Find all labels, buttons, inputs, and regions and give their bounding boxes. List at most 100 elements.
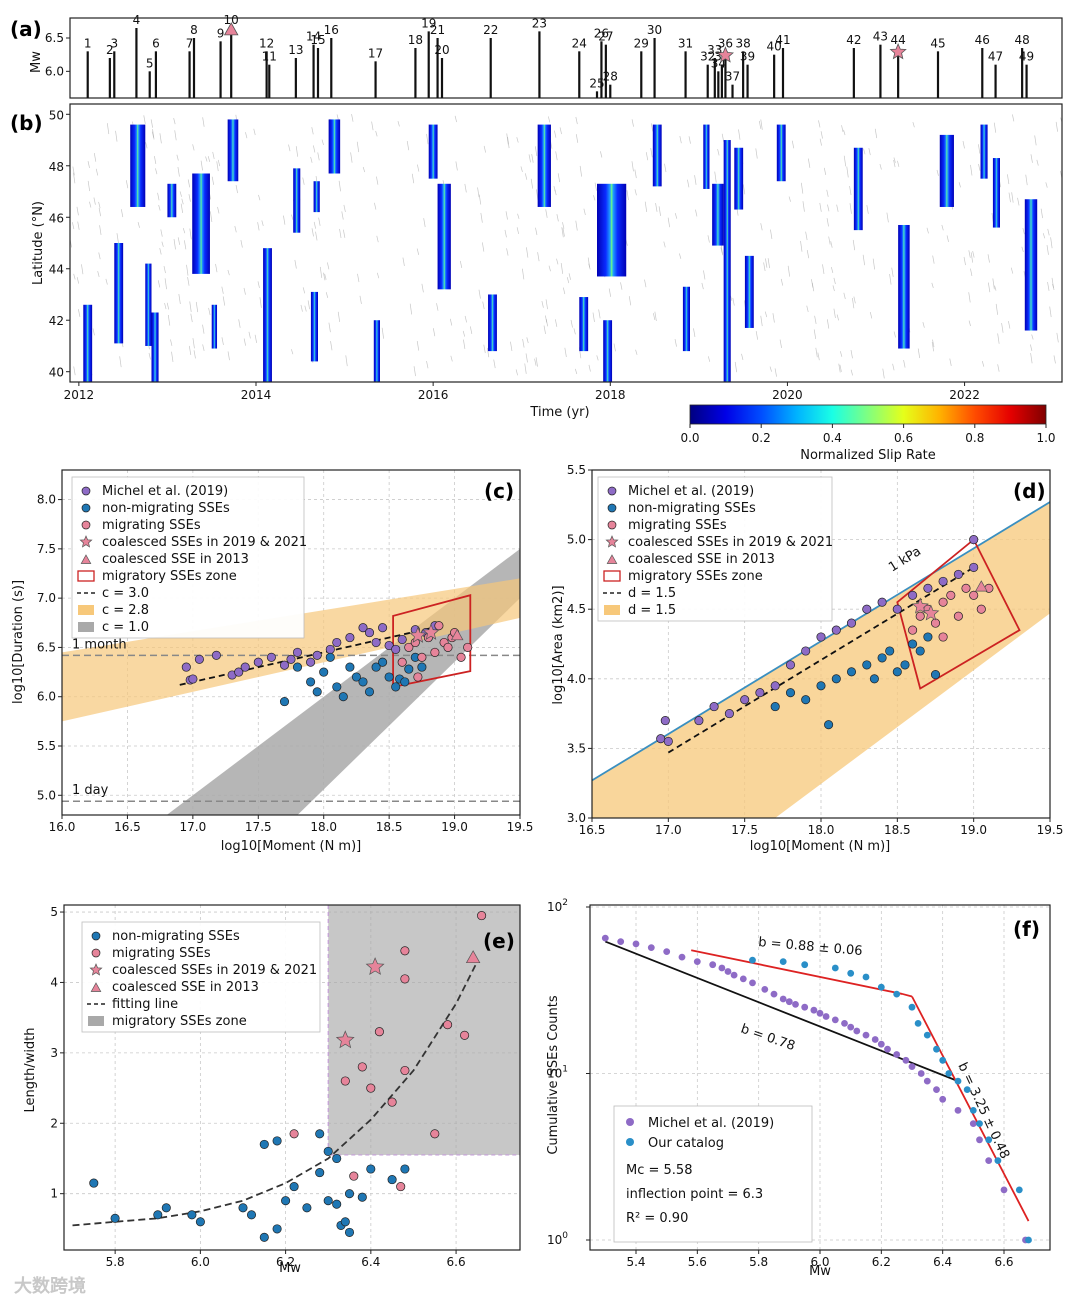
panel-d-nonmig-point xyxy=(831,674,841,684)
panel-f-michel-point xyxy=(841,1020,848,1027)
tremor-streak xyxy=(556,258,559,265)
panel-f-stat-mc: Mc = 5.58 xyxy=(626,1163,692,1178)
slip-patch-24 xyxy=(703,124,710,189)
slip-patch-30 xyxy=(853,147,863,231)
tremor-streak xyxy=(202,344,205,351)
panel-f-michel-point xyxy=(853,1027,861,1035)
tremor-streak xyxy=(811,282,815,292)
event-label-14: 14 xyxy=(306,30,321,44)
tremor-streak xyxy=(295,146,299,157)
panel-c-nonmig-point xyxy=(292,662,303,672)
tremor-streak xyxy=(760,223,763,231)
panel-f-michel-point xyxy=(908,1063,916,1070)
tremor-streak xyxy=(588,263,591,270)
panel-f-legend-label: Michel et al. (2019) xyxy=(648,1116,774,1131)
panel-c-xtick-label: 18.5 xyxy=(376,820,403,834)
tremor-streak xyxy=(116,233,119,244)
panel-e-nonmig-point xyxy=(246,1210,257,1220)
tremor-streak xyxy=(1011,192,1014,203)
panel-c-mig-point xyxy=(463,642,473,652)
tremor-streak xyxy=(171,351,174,362)
panel-d-michel-point xyxy=(660,716,670,726)
tremor-streak xyxy=(115,130,118,142)
tremor-streak xyxy=(243,338,246,346)
panel-c-legend-box xyxy=(71,476,305,639)
tremor-streak xyxy=(833,308,836,318)
tremor-streak xyxy=(119,356,122,368)
panel-e-nonmig-point xyxy=(332,1153,342,1164)
panel-d-mig-point xyxy=(946,590,956,600)
tremor-streak xyxy=(968,320,971,327)
tremor-streak xyxy=(770,229,773,239)
panel-e-xtick-label: 5.8 xyxy=(106,1255,125,1269)
tremor-streak xyxy=(73,172,76,184)
panel-d-michel-point xyxy=(709,702,719,712)
panel-b-ylabel: Latitude (°N) xyxy=(31,201,46,285)
panel-d-ytick-label: 3.5 xyxy=(567,741,586,755)
panel-c-michel-point xyxy=(364,628,375,638)
panel-f-michel-point xyxy=(923,1077,931,1085)
tremor-streak xyxy=(779,339,782,349)
panel-a-ytick-label: 6.0 xyxy=(45,64,64,78)
tremor-streak xyxy=(1049,306,1052,318)
tremor-streak xyxy=(836,204,839,212)
event-label-26: 26 xyxy=(594,26,609,40)
event-label-5: 5 xyxy=(146,56,154,70)
tremor-streak xyxy=(522,338,525,348)
tremor-streak xyxy=(164,302,167,310)
tremor-streak xyxy=(161,241,164,247)
tremor-streak xyxy=(1056,332,1059,343)
panel-e-nonmig-point xyxy=(238,1203,248,1213)
panel-e-nonmig-point xyxy=(281,1196,291,1206)
panel-b-xlabel: Time (yr) xyxy=(529,405,589,420)
panel-d-xtick-label: 17.0 xyxy=(655,823,682,837)
tremor-streak xyxy=(813,329,817,340)
panel-f-michel-point xyxy=(862,1031,870,1039)
panel-d-michel-point xyxy=(694,716,704,726)
tremor-streak xyxy=(483,344,486,354)
panel-e-nonmig-point xyxy=(357,1192,367,1202)
tremor-streak xyxy=(160,229,163,237)
panel-d-nonmig-point xyxy=(801,695,811,705)
tremor-streak xyxy=(970,164,973,176)
tremor-streak xyxy=(1050,237,1053,249)
slip-patch-10 xyxy=(293,168,301,233)
tremor-streak xyxy=(988,282,991,293)
panel-f-michel-point xyxy=(831,1016,839,1024)
tremor-streak xyxy=(157,280,161,288)
tremor-streak xyxy=(862,254,865,266)
tremor-streak xyxy=(261,220,264,226)
panel-c-ytick-label: 6.0 xyxy=(37,690,56,704)
panel-f-michel-point xyxy=(761,986,769,993)
panel-f-michel-point xyxy=(917,1070,925,1077)
panel-f-fit-red-2 xyxy=(911,996,1030,1222)
tremor-streak xyxy=(694,175,697,185)
panel-d-legend-label: coalesced SSE in 2013 xyxy=(628,552,775,567)
tremor-streak xyxy=(882,368,885,379)
panel-d-legend-label: migrating SSEs xyxy=(628,518,727,533)
event-label-17: 17 xyxy=(368,46,383,60)
tremor-streak xyxy=(323,272,326,281)
tremor-streak xyxy=(545,299,548,310)
panel-f-legend-marker xyxy=(626,1138,634,1146)
panel-c-michel-point xyxy=(332,637,342,648)
panel-c-michel-point xyxy=(181,662,191,672)
tremor-streak xyxy=(120,209,124,218)
panel-c-michel-point xyxy=(325,644,335,654)
tremor-streak xyxy=(99,225,102,236)
tremor-streak xyxy=(77,221,80,230)
tremor-streak xyxy=(717,149,720,156)
tremor-streak xyxy=(397,121,400,127)
panel-c-nonmig-point xyxy=(312,687,322,697)
slip-patch-13 xyxy=(328,119,341,174)
panel-d-xtick-label: 18.5 xyxy=(884,823,911,837)
panel-e-legend-box xyxy=(81,921,321,1033)
event-label-12: 12 xyxy=(259,36,274,50)
tremor-streak xyxy=(193,350,196,359)
panel-f-michel-point xyxy=(877,1040,885,1048)
tremor-streak xyxy=(338,180,341,192)
panel-f-michel-point xyxy=(693,958,701,965)
panel-d-michel-point xyxy=(816,632,826,642)
tremor-streak xyxy=(707,235,710,243)
tremor-streak xyxy=(1030,344,1033,351)
